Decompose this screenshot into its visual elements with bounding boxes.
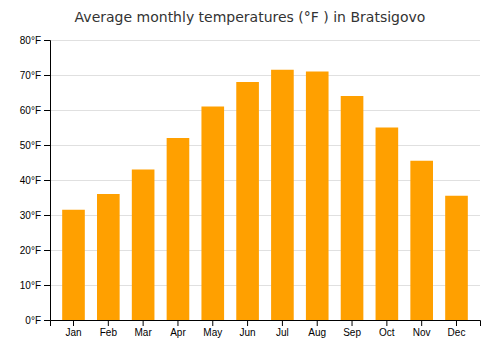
y-tick: 60°F (20, 105, 50, 116)
x-tick-label: Feb (100, 327, 118, 338)
x-tick-mark (247, 320, 248, 326)
bar (167, 138, 190, 320)
bar (376, 128, 399, 321)
x-tick-mark (386, 320, 387, 326)
x-tick-label: Dec (448, 327, 466, 338)
y-tick-mark (44, 110, 50, 111)
x-tick-mark (108, 320, 109, 326)
bar (236, 82, 259, 320)
grid-line (50, 40, 480, 41)
grid (50, 41, 480, 321)
grid-line (50, 110, 480, 111)
x-tick-mark (73, 320, 74, 326)
y-tick-label: 40°F (20, 175, 41, 186)
x-tick-mark (317, 320, 318, 326)
x-tick-label: Jun (240, 327, 256, 338)
x-tick: Jul (276, 320, 289, 338)
y-tick-mark (44, 250, 50, 251)
x-tick: Feb (100, 320, 118, 338)
title: Average monthly temperatures (°F ) in Br… (75, 9, 426, 25)
y-tick-label: 70°F (20, 70, 41, 81)
x-tick-label: Apr (170, 327, 186, 338)
x-tick-label: Jul (276, 327, 289, 338)
bar (97, 194, 120, 320)
plot: Jan Feb Mar Apr May Jun Jul Aug Sep Oct Nov Dec 0°F 1… (20, 35, 481, 338)
x-tick: May (203, 320, 222, 338)
x-tick-label: Oct (379, 327, 395, 338)
bar (341, 96, 364, 320)
bar (306, 72, 329, 321)
x-tick-mark (352, 320, 353, 326)
grid-tick (50, 40, 480, 41)
x-tick: Mar (135, 320, 153, 338)
x-tick-mark (421, 320, 422, 326)
x-axis: Jan Feb Mar Apr May Jun Jul Aug Sep Oct Nov Dec (51, 320, 481, 338)
y-axis-line (44, 41, 51, 321)
y-tick-mark (44, 40, 50, 41)
y-tick-mark (44, 285, 50, 286)
x-tick-label: Aug (308, 327, 326, 338)
grid-tick (50, 145, 480, 146)
x-tick: Oct (379, 320, 395, 338)
x-tick: Apr (170, 320, 186, 338)
x-tick: Dec (448, 320, 466, 338)
y-tick-label: 50°F (20, 140, 41, 151)
x-tick-label: Sep (343, 327, 361, 338)
grid-line (50, 75, 480, 76)
x-tick-label: Jan (65, 327, 81, 338)
y-tick: 20°F (20, 245, 50, 256)
chart: Jan Feb Mar Apr May Jun Jul Aug Sep Oct Nov Dec 0°F 1… (0, 0, 500, 350)
x-tick: Aug (308, 320, 326, 338)
x-tick-label: May (203, 327, 222, 338)
y-tick-mark (44, 75, 50, 76)
x-tick-mark (456, 320, 457, 326)
y-tick: 40°F (20, 175, 50, 186)
x-tick-mark (212, 320, 213, 326)
y-tick: 70°F (20, 70, 50, 81)
y-tick: 80°F (20, 35, 50, 46)
y-tick-mark (44, 215, 50, 216)
y-tick: 30°F (20, 210, 50, 221)
grid-tick (50, 110, 480, 111)
x-tick-label: Mar (135, 327, 153, 338)
x-tick: Nov (413, 320, 431, 338)
y-tick-label: 30°F (20, 210, 41, 221)
bars (62, 70, 468, 320)
x-tick-mark (282, 320, 283, 326)
x-tick: Jun (240, 320, 256, 338)
x-tick: Jan (65, 320, 81, 338)
y-tick-label: 80°F (20, 35, 41, 46)
y-tick: 50°F (20, 140, 50, 151)
y-tick-mark (44, 180, 50, 181)
y-tick-mark (44, 145, 50, 146)
bar (132, 170, 155, 321)
x-tick-mark (143, 320, 144, 326)
y-tick-mark (44, 320, 50, 321)
y-axis: 0°F 10°F 20°F 30°F 40°F 50°F 60°F 70°F 80°F (20, 35, 51, 326)
y-tick-label: 60°F (20, 105, 41, 116)
grid-line (50, 145, 480, 146)
x-tick: Sep (343, 320, 361, 338)
y-tick: 10°F (20, 280, 50, 291)
y-tick-label: 10°F (20, 280, 41, 291)
x-tick-mark (177, 320, 178, 326)
bar (62, 210, 85, 320)
bar (410, 161, 433, 320)
x-tick-label: Nov (413, 327, 431, 338)
bar (201, 107, 224, 321)
bar (445, 196, 468, 320)
bar (271, 70, 294, 320)
grid-tick (50, 75, 480, 76)
y-tick-label: 20°F (20, 245, 41, 256)
x-axis-line (51, 321, 481, 327)
y-tick: 0°F (25, 315, 50, 326)
y-tick-label: 0°F (25, 315, 41, 326)
